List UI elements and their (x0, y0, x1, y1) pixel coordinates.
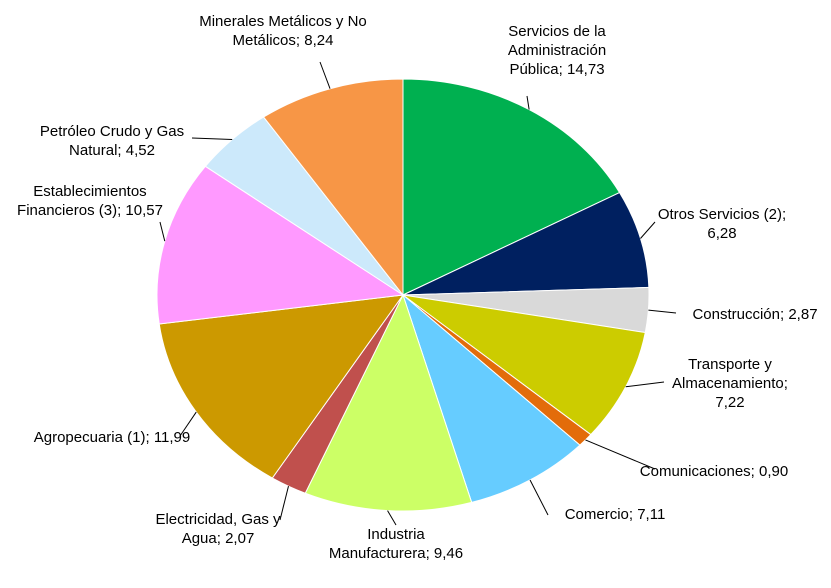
label-separator: ; (117, 202, 122, 219)
label-separator: ; (216, 530, 221, 547)
label-separator: ; (750, 463, 755, 480)
label-separator: ; (558, 61, 563, 78)
leader-line (640, 221, 656, 239)
value-label: 9,46 (433, 545, 464, 562)
category-name: Otros Servicios (2) (657, 206, 783, 223)
category-name: Petróleo Crudo y Gas Natural (39, 123, 185, 159)
slice-label: Minerales Metálicos y No Metálicos; 8,24 (198, 12, 368, 50)
value-label: 2,87 (788, 306, 818, 323)
value-label: 10,57 (125, 202, 163, 219)
category-name: Electricidad, Gas y Agua (155, 511, 281, 547)
value-label: 8,24 (304, 32, 334, 49)
slice-label: Electricidad, Gas y Agua; 2,07 (148, 510, 288, 548)
label-separator: ; (780, 306, 785, 323)
slice-label: Construcción; 2,87 (670, 305, 831, 324)
slice-label: Industria Manufacturera; 9,46 (316, 525, 476, 563)
category-name: Comercio (564, 506, 629, 523)
category-name: Comunicaciones (639, 463, 751, 480)
leader-line (191, 137, 233, 141)
pie-slice (401, 293, 581, 504)
value-label: 4,52 (125, 142, 155, 159)
value-label: 7,11 (637, 506, 666, 523)
leader-line (159, 221, 166, 242)
label-separator: ; (295, 32, 301, 49)
value-label: 14,73 (567, 61, 605, 78)
pie-slice (158, 294, 405, 479)
leader-line (585, 439, 656, 470)
leader-line (648, 309, 677, 314)
slice-label: Transporte y Almacenamiento; 7,22 (660, 355, 800, 412)
slice-label: Comunicaciones; 0,90 (639, 462, 789, 481)
label-separator: ; (783, 375, 788, 392)
leader-line (387, 510, 397, 526)
leader-line (179, 411, 197, 437)
label-separator: ; (425, 545, 430, 562)
category-name: Minerales Metálicos y No Metálicos (199, 13, 367, 49)
value-label: 2,07 (225, 530, 255, 547)
slice-label: Establecimientos Financieros (3); 10,57 (15, 182, 165, 220)
category-name: Construcción (692, 306, 780, 323)
pie-slice (156, 165, 405, 325)
slice-label: Petróleo Crudo y Gas Natural; 4,52 (22, 122, 202, 160)
category-name: Industria Manufacturera (328, 526, 426, 562)
slice-label: Agropecuaria (1); 11,99 (32, 428, 192, 447)
category-name: Establecimientos Financieros (3) (17, 183, 147, 219)
value-label: 7,22 (715, 394, 745, 411)
category-name: Agropecuaria (1) (33, 429, 146, 446)
leader-line (319, 61, 331, 89)
label-separator: ; (145, 429, 150, 446)
slice-label: Servicios de la Administración Pública; … (487, 22, 627, 79)
leader-line (625, 381, 665, 388)
label-separator: ; (117, 142, 122, 159)
value-label: 0,90 (759, 463, 789, 480)
label-separator: ; (628, 506, 634, 523)
value-label: 6,28 (707, 225, 737, 242)
slice-label: Otros Servicios (2); 6,28 (647, 205, 797, 243)
category-name: Transporte y Almacenamiento (672, 356, 784, 392)
pie-slice (402, 191, 650, 296)
category-name: Servicios de la Administración Pública (507, 23, 607, 78)
pie-slice (402, 78, 621, 296)
leader-line (529, 479, 549, 516)
leader-line (526, 95, 530, 110)
label-separator: ; (782, 206, 787, 223)
slice-label: Comercio; 7,11 (540, 505, 690, 524)
leader-line (279, 486, 289, 521)
value-label: 11,99 (153, 429, 191, 446)
